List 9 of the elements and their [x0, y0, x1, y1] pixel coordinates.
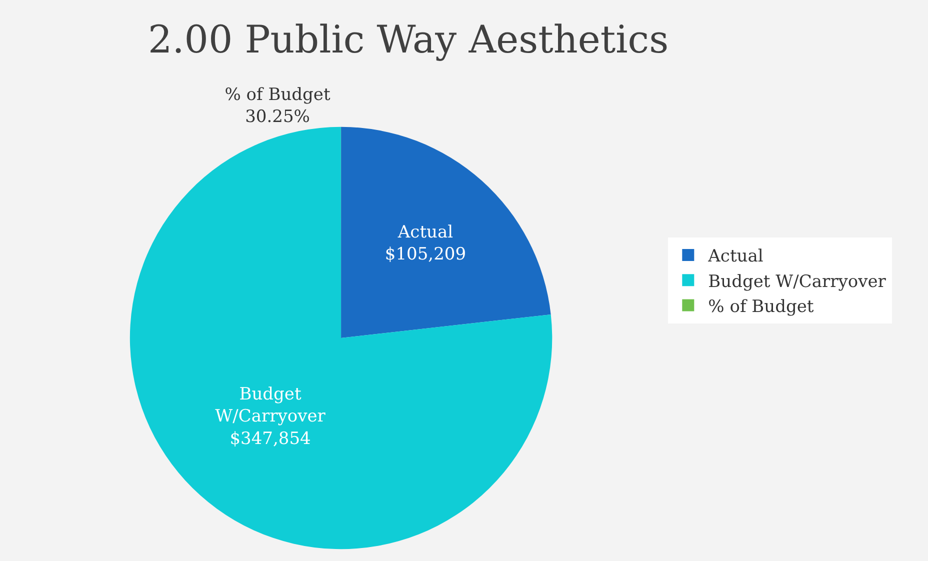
data-label: Actual $105,209 [384, 222, 466, 265]
legend-label: Budget W/Carryover [708, 272, 887, 292]
data-label: % of Budget 30.25% [224, 84, 330, 127]
legend-label: Actual [707, 246, 764, 267]
pie-slice [130, 126, 552, 550]
chart-title: 2.00 Public Way Aesthetics [148, 18, 669, 62]
legend-label: % of Budget [708, 296, 814, 317]
data-label: Budget W/Carryover $347,854 [215, 384, 326, 449]
pie-slice [341, 126, 551, 338]
